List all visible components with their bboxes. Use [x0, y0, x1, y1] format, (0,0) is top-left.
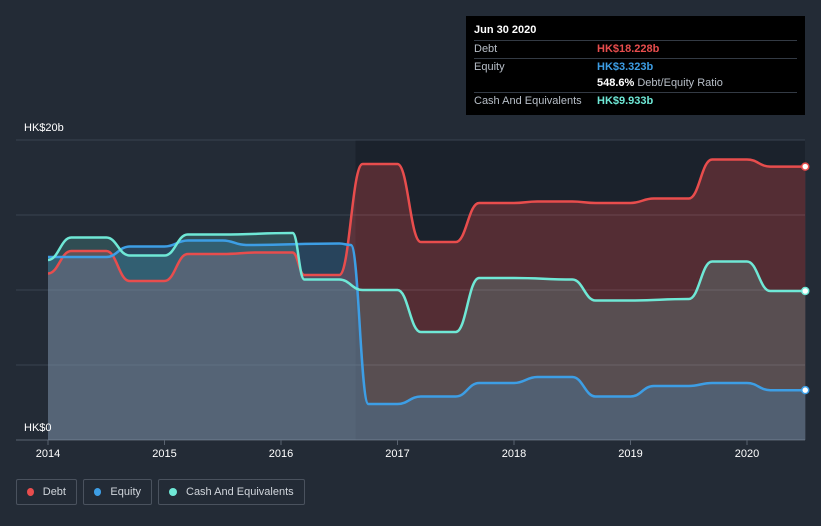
- tooltip-row-debt: Debt HK$18.228b: [474, 40, 797, 58]
- tooltip-row-ratio: 548.6% Debt/Equity Ratio: [474, 75, 797, 92]
- tooltip-value: HK$3.323b: [597, 60, 654, 73]
- line-debt: [47, 158, 806, 283]
- x-tick-label: 2017: [385, 448, 409, 460]
- tooltip-label: Equity: [474, 60, 505, 73]
- tooltip-row-cash: Cash And Equivalents HK$9.933b: [474, 91, 797, 110]
- legend: Debt Equity Cash And Equivalents: [16, 479, 305, 507]
- series-areas: [48, 159, 806, 440]
- area-equity: [48, 240, 806, 440]
- tooltip-value: 548.6%: [597, 77, 635, 90]
- tooltip-label: Debt: [474, 43, 498, 56]
- legend-dot-icon: [169, 488, 177, 496]
- line-cash-and-equivalents: [47, 231, 806, 334]
- y-axis-top-label: HK$20b: [24, 122, 64, 134]
- x-tick-label: 2019: [618, 448, 642, 460]
- legend-label: Cash And Equivalents: [186, 486, 294, 498]
- area-debt: [48, 159, 806, 440]
- x-tick-label: 2020: [735, 448, 759, 460]
- tooltip-value: HK$9.933b: [597, 94, 654, 107]
- tooltip-date: Jun 30 2020: [474, 24, 537, 36]
- legend-item-cash[interactable]: Cash And Equivalents: [158, 479, 305, 505]
- legend-label: Equity: [110, 486, 141, 498]
- x-tick-label: 2018: [502, 448, 526, 460]
- legend-item-debt[interactable]: Debt: [16, 479, 77, 505]
- tooltip: Jun 30 2020 Debt HK$18.228b Equity HK$3.…: [466, 16, 805, 115]
- tooltip-row-equity: Equity HK$3.323b: [474, 57, 797, 76]
- x-axis: 2014 2015 2016 2017 2018 2019 2020: [36, 440, 759, 460]
- y-axis-bottom-label: HK$0: [24, 422, 52, 434]
- x-tick-label: 2016: [269, 448, 293, 460]
- series-endpoints: [801, 162, 810, 395]
- tooltip-ratio-label: Debt/Equity Ratio: [637, 77, 723, 90]
- area-cash-and-equivalents: [48, 233, 806, 440]
- endpoint-equity: [801, 385, 810, 395]
- legend-item-equity[interactable]: Equity: [83, 479, 152, 505]
- endpoint-cash-and-equivalents: [801, 286, 810, 296]
- x-tick-label: 2015: [152, 448, 176, 460]
- legend-label: Debt: [42, 486, 66, 498]
- legend-dot-icon: [27, 488, 34, 496]
- tooltip-label: Cash And Equivalents: [474, 94, 582, 107]
- endpoint-debt: [801, 162, 810, 171]
- legend-dot-icon: [94, 488, 102, 496]
- tooltip-value: HK$18.228b: [597, 43, 660, 56]
- series-lines: [47, 158, 806, 406]
- line-equity: [47, 239, 806, 406]
- x-tick-label: 2014: [36, 448, 60, 460]
